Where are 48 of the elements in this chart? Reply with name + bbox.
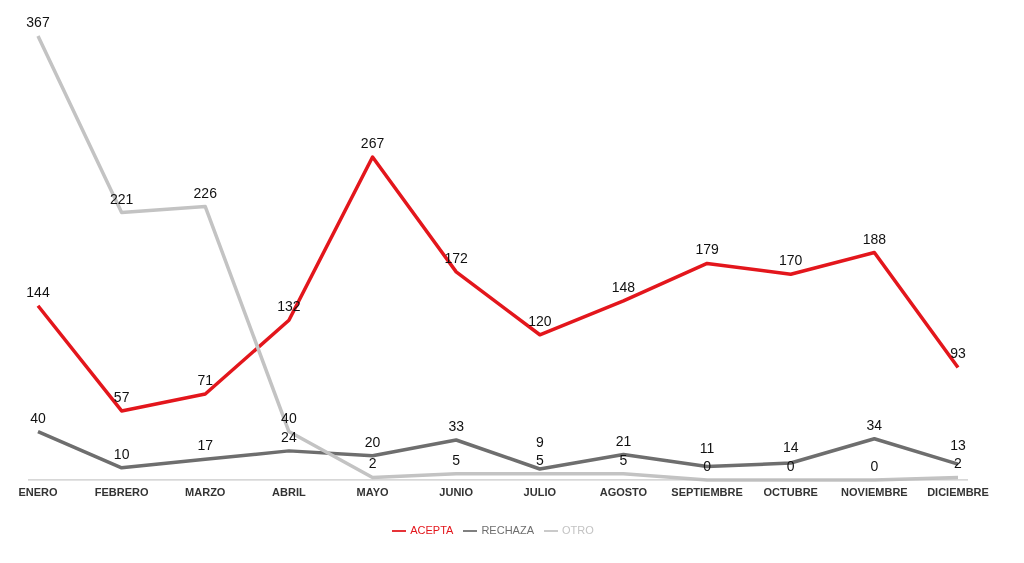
data-label: 188 bbox=[862, 230, 887, 247]
data-label: 14 bbox=[782, 439, 799, 456]
data-label: 221 bbox=[109, 190, 134, 207]
data-label: 33 bbox=[448, 417, 465, 434]
legend-label: ACEPTA bbox=[410, 523, 454, 536]
data-label: 9 bbox=[535, 433, 544, 450]
data-label: 2 bbox=[954, 455, 963, 472]
x-tick-label: FEBRERO bbox=[94, 485, 149, 498]
x-tick-label: ENERO bbox=[18, 485, 58, 498]
x-tick-label: MAYO bbox=[356, 485, 389, 498]
data-label: 5 bbox=[619, 451, 628, 468]
x-tick-label: DICIEMBRE bbox=[927, 485, 989, 498]
legend-label: RECHAZA bbox=[481, 523, 534, 536]
data-label: 5 bbox=[535, 451, 544, 468]
data-label: 0 bbox=[703, 457, 712, 474]
data-label: 144 bbox=[26, 283, 50, 300]
x-tick-label: MARZO bbox=[185, 485, 226, 498]
data-label: 179 bbox=[695, 241, 719, 258]
data-label: 20 bbox=[364, 433, 381, 450]
data-label: 24 bbox=[281, 428, 297, 445]
data-label: 226 bbox=[193, 184, 218, 201]
data-label: 10 bbox=[113, 445, 130, 462]
data-label: 267 bbox=[360, 134, 385, 151]
data-label: 0 bbox=[870, 457, 879, 474]
data-label: 5 bbox=[452, 451, 461, 468]
x-tick-label: SEPTIEMBRE bbox=[671, 485, 743, 498]
data-label: 367 bbox=[26, 14, 50, 30]
x-tick-label: NOVIEMBRE bbox=[841, 485, 908, 498]
data-label: 21 bbox=[615, 432, 632, 449]
data-label: 148 bbox=[611, 278, 636, 295]
x-tick-label: AGOSTO bbox=[599, 485, 648, 498]
data-label: 120 bbox=[528, 312, 552, 329]
data-label: 71 bbox=[197, 372, 214, 389]
data-label: 40 bbox=[281, 409, 297, 426]
data-label: 2 bbox=[368, 455, 377, 472]
data-label: 170 bbox=[779, 252, 803, 269]
data-label: 11 bbox=[699, 439, 715, 456]
x-tick-label: JULIO bbox=[523, 485, 557, 498]
data-label: 40 bbox=[30, 409, 46, 426]
x-tick-label: OCTUBRE bbox=[763, 485, 818, 498]
data-label: 17 bbox=[197, 437, 214, 454]
legend-label: OTRO bbox=[561, 523, 594, 536]
x-tick-label: ABRIL bbox=[272, 485, 306, 498]
data-label: 13 bbox=[950, 437, 966, 454]
x-tick-label: JUNIO bbox=[439, 485, 474, 498]
data-label: 93 bbox=[950, 345, 966, 362]
data-label: 57 bbox=[113, 388, 130, 405]
data-label: 34 bbox=[866, 416, 883, 433]
